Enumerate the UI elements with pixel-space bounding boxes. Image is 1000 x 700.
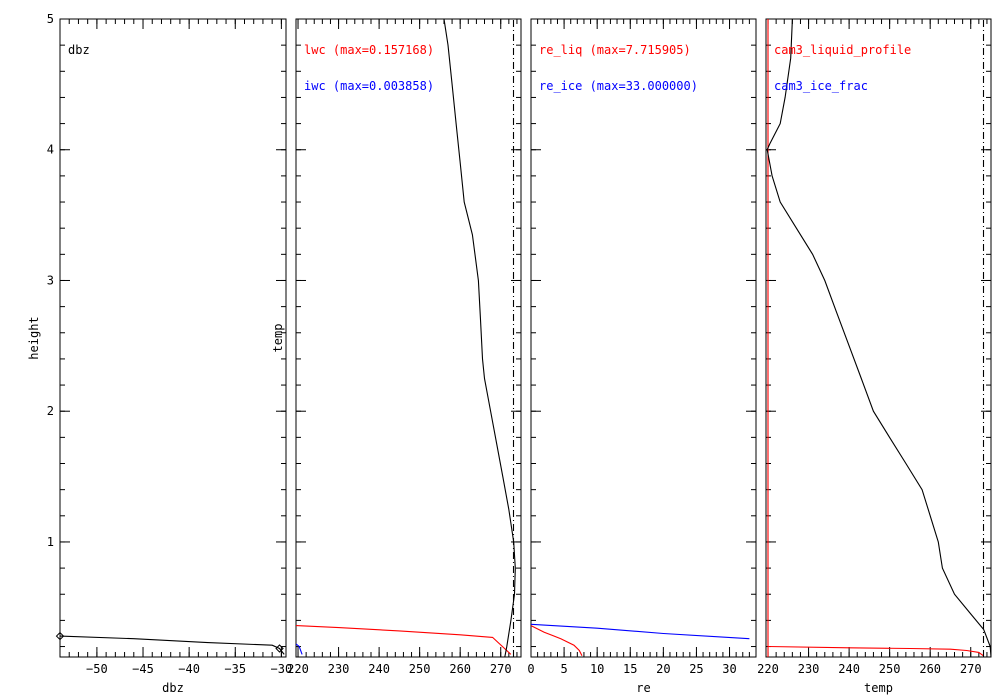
x-tick-label: −50 — [86, 662, 108, 676]
series-line-2 — [443, 19, 516, 657]
x-axis-label: dbz — [162, 681, 184, 695]
x-tick-label: 220 — [287, 662, 309, 676]
legend-entry: dbz — [68, 43, 90, 57]
series-line-1 — [296, 643, 303, 655]
legend-entry: lwc (max=0.157168) — [304, 43, 434, 57]
y-tick-label: 4 — [47, 143, 54, 157]
legend-entry: re_liq (max=7.715905) — [539, 43, 691, 57]
x-tick-label: 15 — [623, 662, 637, 676]
x-tick-label: 250 — [879, 662, 901, 676]
legend-entry: cam3_ice_frac — [774, 79, 868, 93]
legend-entry: cam3_liquid_profile — [774, 43, 911, 57]
x-tick-label: −30 — [271, 662, 293, 676]
plot-frame-lwc_iwc — [295, 18, 522, 658]
series-line-2 — [766, 19, 991, 657]
x-tick-label: −35 — [224, 662, 246, 676]
x-tick-label: 0 — [527, 662, 534, 676]
panel-cam3: 220 230 240 250 260 270 temp cam3_liquid_profil… — [757, 18, 992, 695]
panel-lwc_iwc: 220 230 240 250 260 270 temp lwc (max=0.157168)… — [271, 18, 522, 676]
x-tick-label: 270 — [490, 662, 512, 676]
x-tick-label: −45 — [132, 662, 154, 676]
legend-entry: iwc (max=0.003858) — [304, 79, 434, 93]
x-tick-label: −40 — [178, 662, 200, 676]
x-tick-label: 240 — [838, 662, 860, 676]
y-axis-label: temp — [271, 324, 285, 353]
x-tick-label: 260 — [919, 662, 941, 676]
x-tick-label: 220 — [757, 662, 779, 676]
x-tick-label: 240 — [368, 662, 390, 676]
data-point-marker — [55, 631, 65, 641]
legend-entry: re_ice (max=33.000000) — [539, 79, 698, 93]
plot-frame-re — [530, 18, 757, 658]
series-line-0 — [531, 625, 583, 656]
series-group — [296, 19, 516, 657]
panel-re: 0 5 10 15 20 25 30 re re_liq (max=7.715905) re_ic… — [527, 18, 757, 695]
panel-dbz: −50 −45 −40 −35 −30 1 2 3 4 5 dbz height dbz — [27, 12, 292, 695]
data-point-marker — [275, 644, 284, 653]
y-tick-label: 3 — [47, 273, 54, 287]
y-tick-label: 2 — [47, 404, 54, 418]
x-tick-label: 10 — [590, 662, 604, 676]
x-tick-label: 250 — [409, 662, 431, 676]
y-tick-label: 1 — [47, 535, 54, 549]
x-tick-label: 260 — [449, 662, 471, 676]
series-group — [766, 19, 991, 657]
series-line-0 — [767, 645, 984, 657]
x-axis-label: temp — [864, 681, 893, 695]
y-tick-label: 5 — [47, 12, 54, 26]
plot-frame-dbz — [59, 18, 287, 658]
series-group — [60, 635, 285, 655]
y-axis-label: height — [27, 316, 41, 359]
x-tick-label: 230 — [328, 662, 350, 676]
series-group — [531, 623, 750, 656]
x-tick-label: 20 — [656, 662, 670, 676]
series-line-0 — [60, 635, 285, 655]
series-line-1 — [531, 623, 750, 640]
plot-frame-cam3 — [765, 18, 992, 658]
x-tick-label: 5 — [560, 662, 567, 676]
x-tick-label: 30 — [722, 662, 736, 676]
x-tick-label: 230 — [798, 662, 820, 676]
series-line-0 — [296, 625, 512, 655]
x-axis-label: re — [636, 681, 650, 695]
x-tick-label: 25 — [689, 662, 703, 676]
x-tick-label: 270 — [960, 662, 982, 676]
